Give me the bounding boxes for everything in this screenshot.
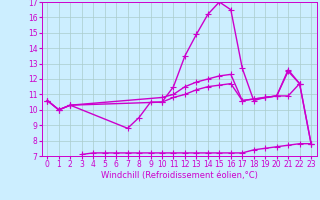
X-axis label: Windchill (Refroidissement éolien,°C): Windchill (Refroidissement éolien,°C): [101, 171, 258, 180]
